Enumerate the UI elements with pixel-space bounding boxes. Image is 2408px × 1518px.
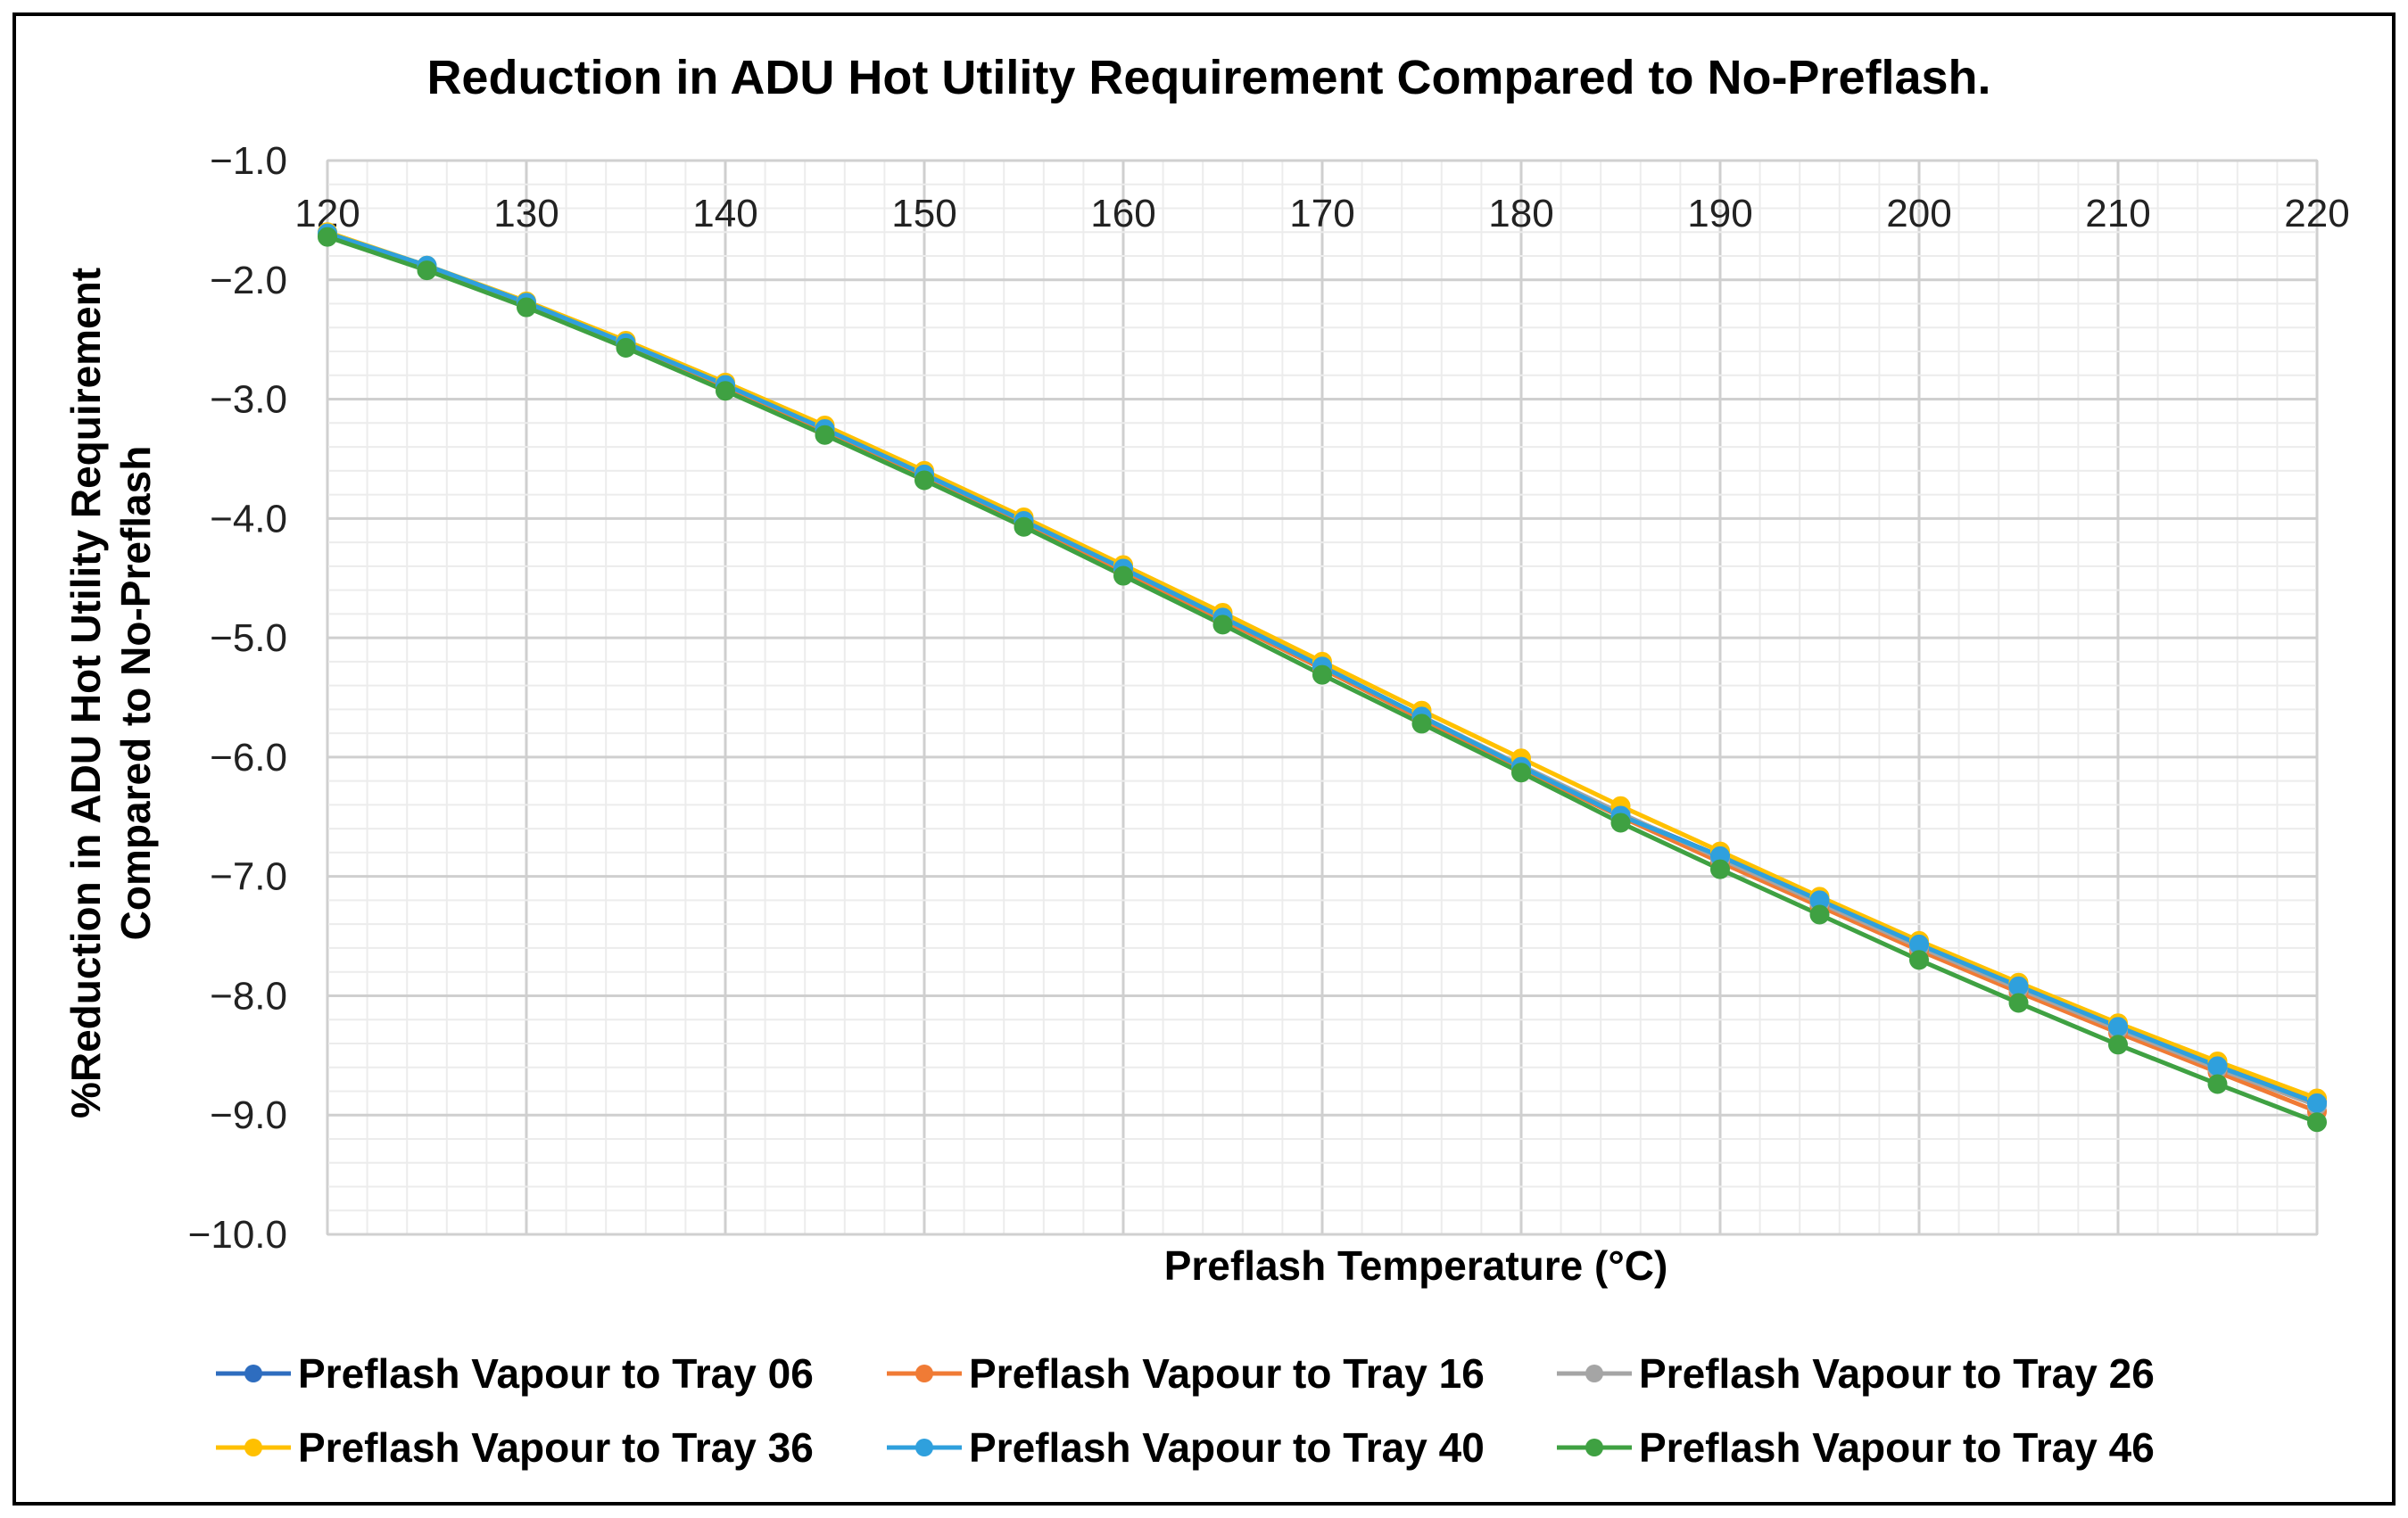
data-point [1610, 813, 1631, 833]
legend-label: Preflash Vapour to Tray 40 [969, 1424, 1485, 1471]
data-point [2307, 1112, 2327, 1133]
x-tick-label: 200 [1886, 192, 1951, 235]
x-tick-label: 150 [891, 192, 956, 235]
x-tick-label: 180 [1488, 192, 1553, 235]
y-tick-label: −7.0 [210, 855, 287, 899]
data-point [815, 425, 835, 445]
legend-item: Preflash Vapour to Tray 16 [887, 1350, 1485, 1397]
legend-label: Preflash Vapour to Tray 36 [298, 1424, 814, 1471]
legend-item: Preflash Vapour to Tray 26 [1557, 1350, 2155, 1397]
data-point [2108, 1017, 2128, 1037]
legend-label: Preflash Vapour to Tray 26 [1639, 1350, 2155, 1397]
legend-marker [915, 1365, 933, 1382]
x-axis-label: Preflash Temperature (°C) [1164, 1242, 1668, 1289]
legend-label: Preflash Vapour to Tray 06 [298, 1350, 814, 1397]
x-tick-label: 190 [1687, 192, 1752, 235]
x-tick-label: 210 [2085, 192, 2150, 235]
y-axis-ticks: −1.0 −2.0 −3.0 −4.0 −5.0 −6.0 −7.0 −8.0 −9.0 −10.… [188, 139, 287, 1257]
y-tick-label: −2.0 [210, 259, 287, 302]
legend-marker [1585, 1439, 1603, 1456]
y-tick-label: −8.0 [210, 974, 287, 1018]
data-point [2307, 1093, 2327, 1113]
data-point [417, 260, 437, 281]
x-tick-label: 130 [493, 192, 559, 235]
x-tick-label: 140 [692, 192, 757, 235]
data-point [1113, 565, 1133, 586]
data-point [1212, 615, 1233, 635]
data-point [1710, 859, 1730, 879]
data-point [2207, 1056, 2228, 1077]
y-axis-label-line1: %Reduction in ADU Hot Utility Requiremen… [62, 268, 109, 1118]
data-point [1909, 950, 1929, 970]
legend-item: Preflash Vapour to Tray 06 [216, 1350, 814, 1397]
data-point [1411, 714, 1432, 734]
plot-area [327, 160, 2318, 1235]
data-point [2008, 993, 2029, 1013]
data-point [1511, 763, 1531, 783]
y-tick-label: −4.0 [210, 497, 287, 540]
y-tick-label: −3.0 [210, 378, 287, 422]
data-point [318, 227, 337, 247]
y-tick-label: −6.0 [210, 736, 287, 780]
y-tick-label: −1.0 [210, 139, 287, 183]
legend-marker [244, 1365, 262, 1382]
data-point [2108, 1035, 2128, 1055]
legend-marker [244, 1439, 262, 1456]
grid-lines [326, 159, 2319, 1236]
data-point [716, 381, 735, 401]
data-point [2207, 1074, 2228, 1094]
x-tick-label: 160 [1090, 192, 1155, 235]
legend: Preflash Vapour to Tray 06 Preflash Vapou… [216, 1350, 2155, 1471]
legend-item: Preflash Vapour to Tray 46 [1557, 1424, 2155, 1471]
legend-item: Preflash Vapour to Tray 36 [216, 1424, 814, 1471]
legend-label: Preflash Vapour to Tray 16 [969, 1350, 1485, 1397]
y-axis-label: %Reduction in ADU Hot Utility Requiremen… [62, 268, 159, 1118]
x-tick-label: 170 [1289, 192, 1354, 235]
y-axis-label-line2: Compared to No-Preflash [112, 446, 159, 941]
legend-item: Preflash Vapour to Tray 40 [887, 1424, 1485, 1471]
chart-title: Reduction in ADU Hot Utility Requirement… [426, 51, 1990, 104]
data-point [914, 470, 934, 491]
data-point [1014, 516, 1034, 537]
data-point [2008, 976, 2029, 996]
data-point [517, 297, 536, 318]
x-axis-ticks: 120 130 140 150 160 170 180 190 200 210 220 [294, 192, 2349, 235]
legend-marker [915, 1439, 933, 1456]
legend-marker [1585, 1365, 1603, 1382]
legend-label: Preflash Vapour to Tray 46 [1639, 1424, 2155, 1471]
data-point [1809, 904, 1830, 925]
plot-border [327, 160, 2318, 1235]
y-tick-label: −5.0 [210, 616, 287, 660]
data-point [616, 338, 636, 359]
x-tick-label: 220 [2284, 192, 2349, 235]
data-point [1312, 664, 1332, 685]
series-points [318, 222, 2327, 1133]
y-tick-label: −9.0 [210, 1093, 287, 1137]
y-tick-label: −10.0 [188, 1213, 287, 1257]
